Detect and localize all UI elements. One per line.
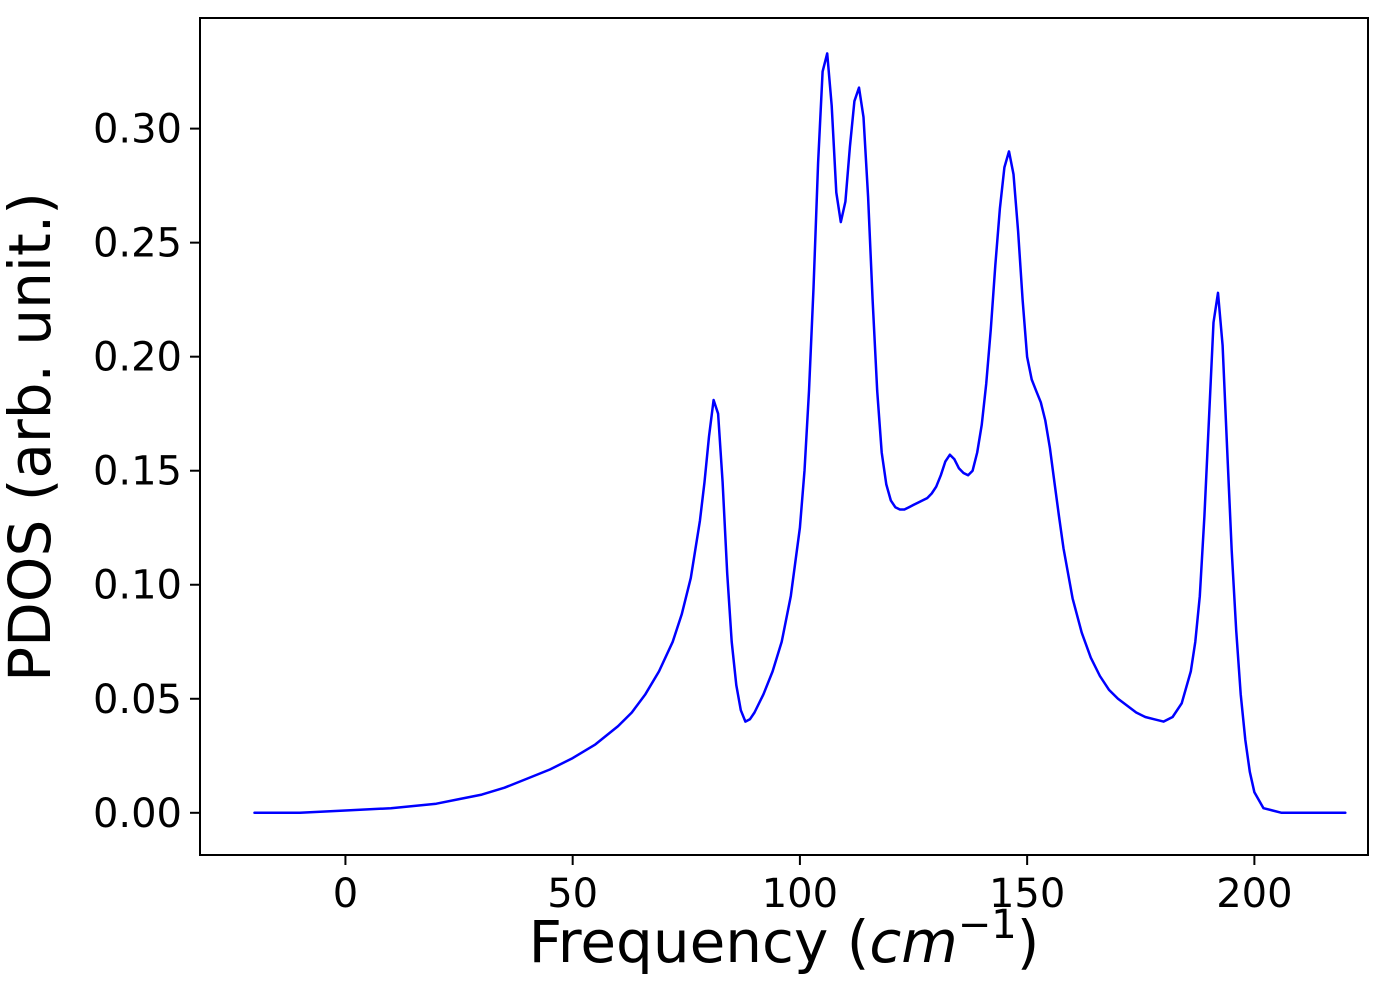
x-axis-label-prefix: Frequency ( bbox=[529, 908, 870, 976]
x-tick-label: 200 bbox=[1216, 871, 1292, 917]
x-axis-label-suffix: ) bbox=[1017, 908, 1040, 976]
x-axis-label-superscript: −1 bbox=[958, 902, 1017, 948]
x-axis-label: Frequency (cm−1) bbox=[529, 902, 1040, 976]
y-tick-label: 0.30 bbox=[93, 107, 182, 153]
x-axis-label-italic: cm bbox=[869, 908, 957, 976]
x-tick-label: 0 bbox=[333, 871, 358, 917]
y-axis-label: PDOS (arb. unit.) bbox=[0, 192, 64, 682]
y-tick-label: 0.15 bbox=[93, 449, 182, 495]
y-axis-ticks: 0.00 0.05 0.10 0.15 0.20 0.25 0.30 bbox=[93, 107, 200, 837]
y-tick-label: 0.10 bbox=[93, 563, 182, 609]
x-tick-label: 100 bbox=[762, 871, 838, 917]
y-tick-label: 0.20 bbox=[93, 335, 182, 381]
y-tick-label: 0.05 bbox=[93, 677, 182, 723]
x-tick-label: 150 bbox=[989, 871, 1065, 917]
y-tick-label: 0.25 bbox=[93, 221, 182, 267]
plot-border bbox=[199, 17, 1369, 856]
x-tick-label: 50 bbox=[547, 871, 598, 917]
y-tick-label: 0.00 bbox=[93, 791, 182, 837]
x-axis-ticks: 0 50 100 150 200 bbox=[333, 855, 1293, 917]
pdos-line-series bbox=[253, 52, 1347, 815]
